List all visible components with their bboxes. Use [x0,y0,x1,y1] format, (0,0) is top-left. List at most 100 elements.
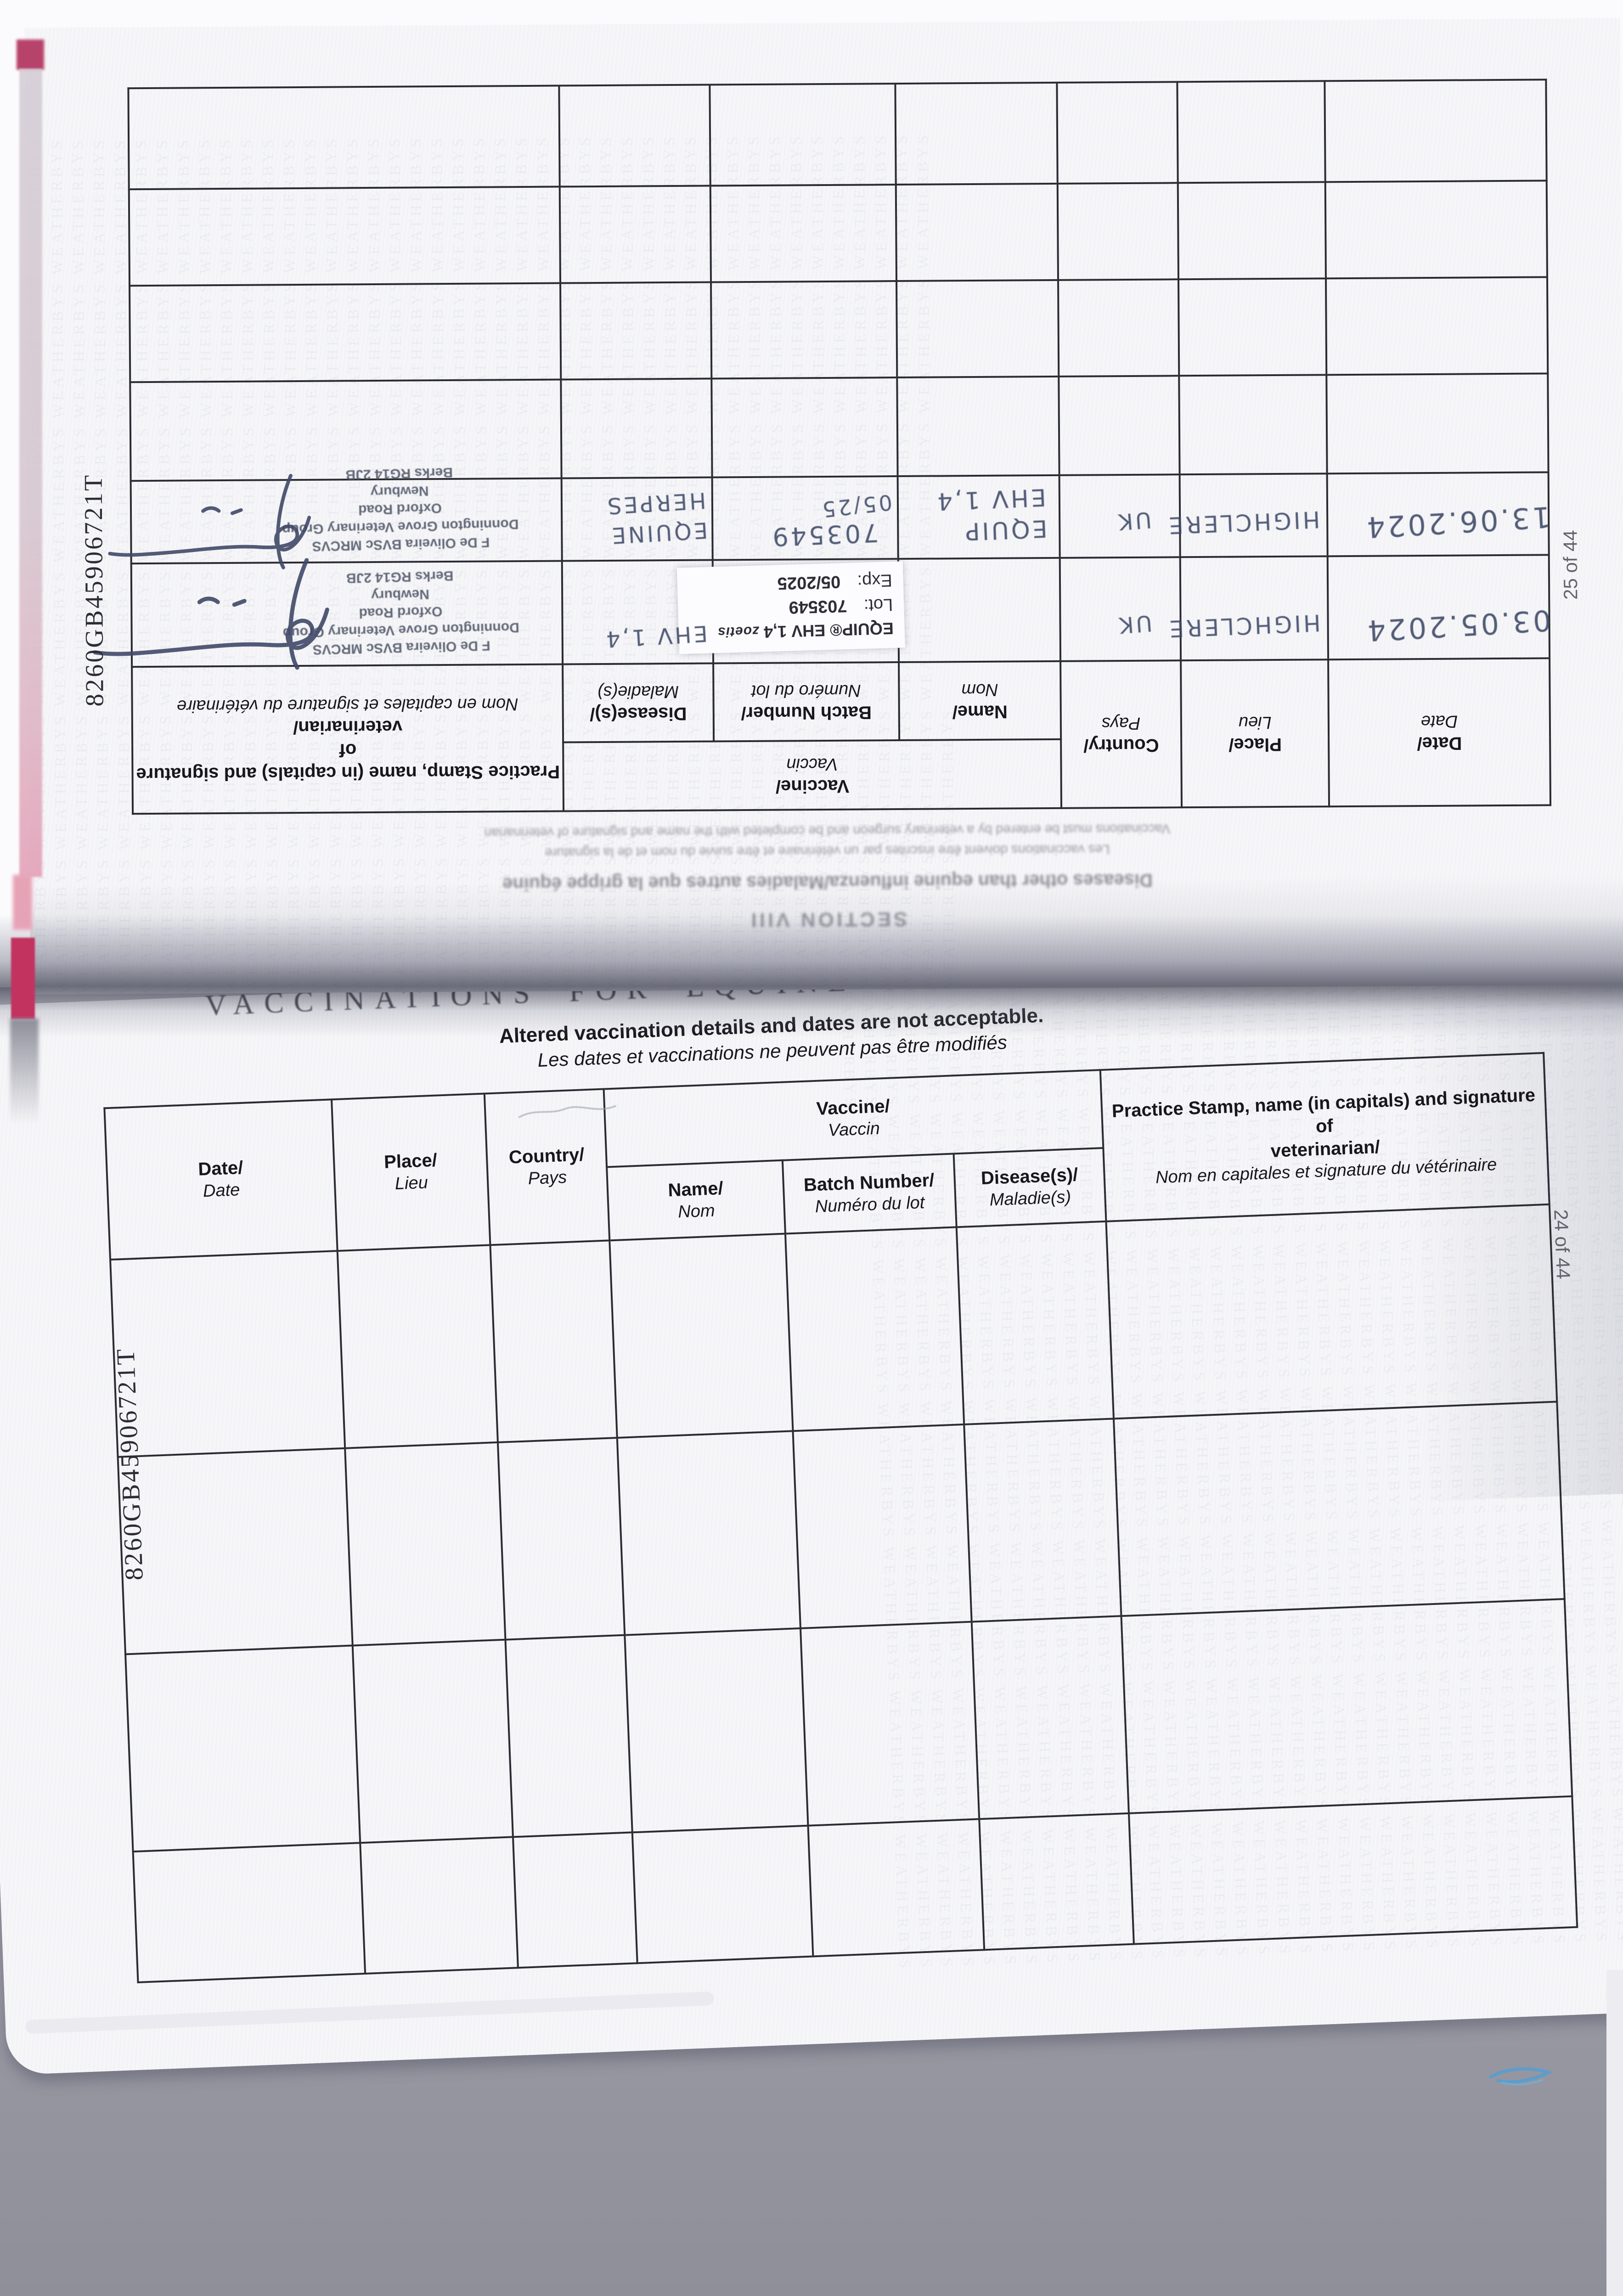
veterinarian-signature [108,473,311,569]
cell [338,1245,498,1448]
cell-stamp: F De Oliveira BVSc MRCVS Donnington Grov… [93,558,563,670]
col-vaccine: Vaccine/ Vaccin [563,739,1062,811]
cell-disease: EQUINE HERPES [562,477,713,561]
zoetis-brand: zoetis [717,623,760,640]
cell [1325,180,1547,279]
cell [1058,279,1179,377]
cell [1059,376,1180,475]
cell [896,183,1059,281]
cell [793,1424,972,1629]
cell [110,1251,345,1457]
page-number-24: 24 of 44 [1550,1209,1575,1280]
cell [896,280,1059,378]
blue-ink-smudge [1489,2067,1553,2086]
vaccination-table-empty: Date/ Date Place/ Lieu Country/ Pays Vac… [103,1052,1578,1983]
cell [505,1635,632,1837]
page-25-section-viii-inverted: WEATHERBYS WEATHERBYS WEATHERBYS WEATHER… [24,18,1623,995]
col-disease: Disease(s)/ Maladie(s) [563,663,714,743]
cell-date: 13.06.2024 [1327,472,1551,557]
cell [711,377,898,478]
cell-vaccine-name [898,557,1061,663]
pencil-scribble [518,1105,617,1118]
cell-date: 03.05.2024 [1328,555,1552,660]
cell [561,378,712,478]
cover-edge-shadow [10,1019,39,1124]
cell [964,1418,1121,1622]
vaccination-entry-row: 03.05.2024 HIGHCLERE UK EQUIP® EHV 1,4 z… [93,555,1552,670]
col-date: Date/ Date [104,1099,338,1260]
col-country: Country/ Pays [1060,660,1182,808]
vaccination-entry-row: 13.06.2024 HIGHCLERE UK EQUIP EHV 1,4 70… [108,465,1551,569]
cell [560,186,711,283]
cell [353,1639,513,1843]
cell [979,1813,1134,1950]
cover-edge-cap [17,39,44,70]
cell [710,281,897,379]
cell [1326,277,1548,375]
fold-curl-shade [29,874,1623,995]
col-date: Date/ Date [1328,658,1551,807]
rotated-page-content: WEATHERBYS WEATHERBYS WEATHERBYS WEATHER… [25,18,1623,995]
cell [125,1645,361,1852]
cell [513,1832,637,1968]
instruction-fr: Les vaccinations doivent être inscrites … [545,842,1110,860]
cell-place: HIGHCLERE [1167,556,1329,661]
col-batch-number: Batch Number/ Numéro du lot [782,1154,957,1234]
cell [497,1438,625,1640]
col-place: Place/ Lieu [332,1093,490,1251]
page-24-vaccinations: WEATHERBYS WEATHERBYS WEATHERBYS WEATHER… [0,941,1623,2076]
cell [808,1819,985,1957]
col-practice-stamp: Practice Stamp, name (in capitals) and s… [132,664,564,814]
cover-edge-strip [19,69,42,877]
cell [130,283,561,383]
cell [625,1628,808,1833]
cell [360,1837,518,1974]
cell-country: UK [1059,474,1181,558]
cell-stamp: F De Oliveira BVSc MRCVS Donnington Grov… [108,465,563,569]
cell [617,1431,800,1635]
cell [490,1240,617,1443]
empty-row [130,277,1548,383]
cover-edge-pink [13,875,32,930]
cell [560,282,712,380]
cell-disease: EHV 1,4 [562,560,713,664]
col-vaccine-name: Name/ Nom [899,661,1061,741]
cell-vaccine-name: EQUIP EHV 1,4 [897,475,1060,559]
cell [1326,373,1549,474]
cell [897,376,1059,477]
cell [559,84,710,187]
empty-row [128,79,1547,190]
cell [129,186,561,286]
cell [971,1616,1129,1819]
cell [609,1233,793,1438]
cell [785,1227,964,1431]
cell [1177,81,1326,183]
col-disease: Disease(s)/ Maladie(s) [953,1148,1106,1227]
cell [1114,1401,1565,1616]
cell [710,84,896,186]
passport-number-top: 8260GB45906721T [79,473,109,707]
cell [1121,1599,1572,1813]
cell [632,1825,813,1964]
table-header-main: Date/ Date Place/ Lieu Country/ Pays Vac… [132,658,1551,814]
cell [128,85,560,190]
cell-country: UK [1059,557,1181,661]
cell [1106,1204,1557,1419]
cell-place: HIGHCLERE [1166,473,1328,557]
cell [1057,82,1178,184]
cell [118,1448,353,1654]
page-number-25: 25 of 44 [1559,530,1582,600]
col-place: Place/ Lieu [1181,659,1330,808]
vaccination-table-filled: Date/ Date Place/ Lieu Country/ Pays Vac… [93,79,1552,815]
cell-batch: EQUIP® EHV 1,4 zoetis Lot: 703549 Exp: 0… [676,559,906,664]
cell [956,1221,1114,1424]
cell [1324,79,1547,182]
empty-row [129,180,1547,286]
empty-row [130,373,1549,481]
col-practice-stamp: Practice Stamp, name (in capitals) and s… [1100,1052,1550,1221]
col-vaccine-name: Name/ Nom [607,1160,785,1241]
instruction-en: Vaccinations must be entered by a veteri… [484,821,1171,840]
cell [1129,1796,1578,1944]
cell [1057,183,1179,280]
